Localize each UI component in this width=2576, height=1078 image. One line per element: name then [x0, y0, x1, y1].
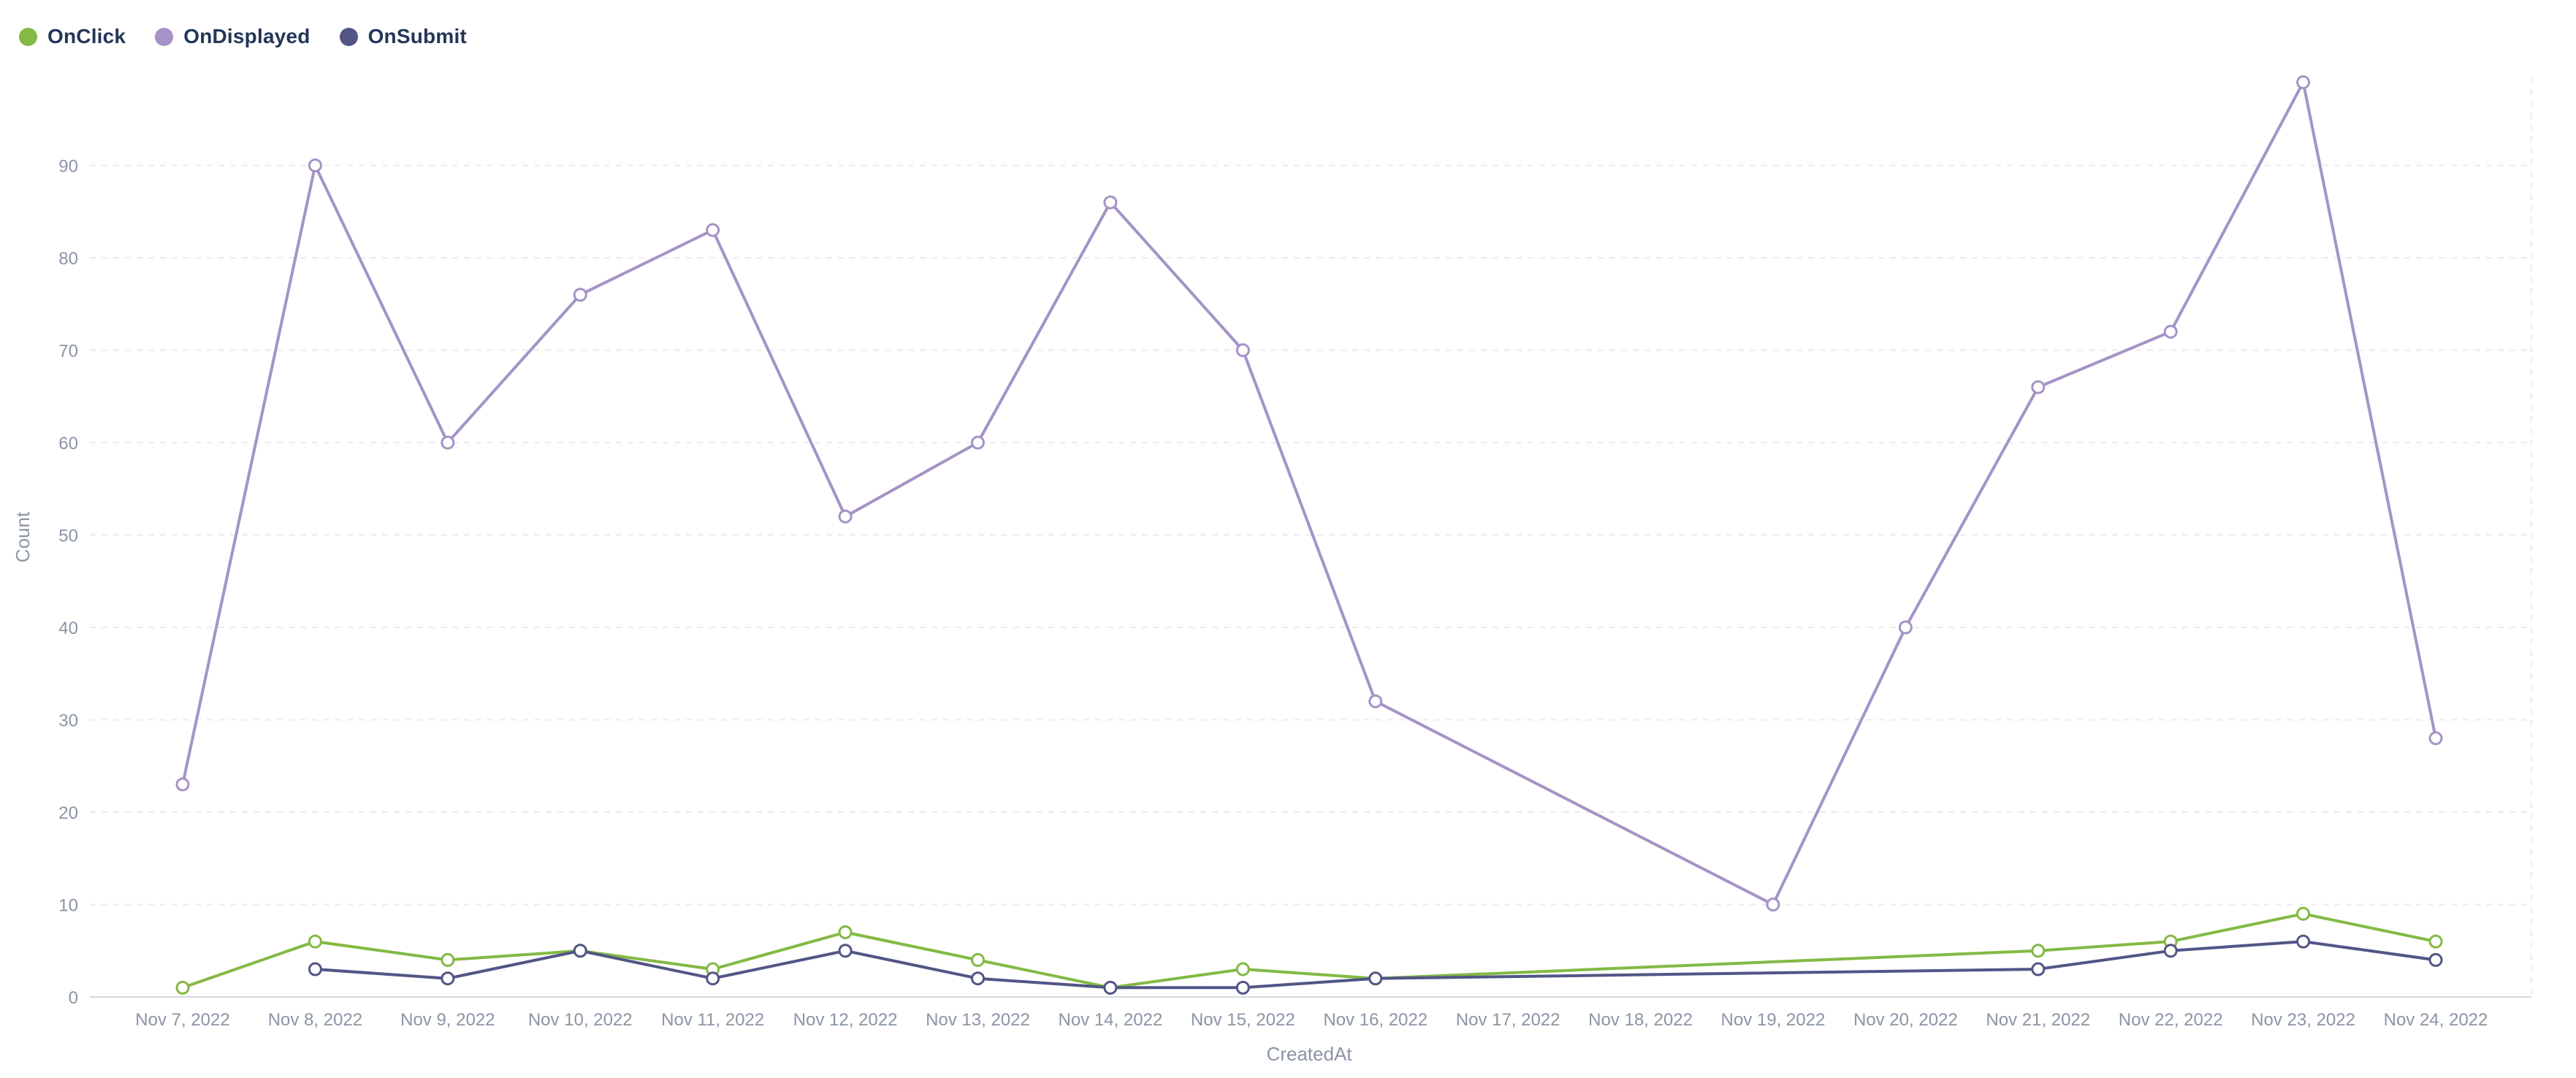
data-point-onsubmit[interactable] [2031, 962, 2046, 976]
data-point-onsubmit[interactable] [706, 971, 720, 986]
y-tick-label: 40 [58, 619, 78, 638]
data-point-ondisplayed[interactable] [838, 509, 853, 524]
data-point-ondisplayed[interactable] [970, 435, 985, 450]
data-point-ondisplayed[interactable] [1103, 195, 1118, 210]
data-point-ondisplayed[interactable] [1766, 898, 1780, 911]
x-tick-label: Nov 8, 2022 [268, 1010, 362, 1030]
y-tick-label: 50 [58, 527, 78, 546]
data-point-onclick[interactable] [2428, 934, 2443, 949]
legend-label-onclick: OnClick [47, 25, 126, 47]
data-point-onclick[interactable] [838, 925, 853, 939]
data-point-onsubmit[interactable] [838, 944, 853, 958]
legend-item-ondisplayed[interactable]: OnDisplayed [155, 25, 310, 48]
y-tick-label: 80 [58, 249, 78, 269]
data-point-onclick[interactable] [441, 952, 455, 967]
data-point-onsubmit[interactable] [573, 944, 587, 958]
x-tick-label: Nov 16, 2022 [1323, 1010, 1428, 1030]
x-tick-label: Nov 23, 2022 [2251, 1010, 2355, 1030]
legend-item-onclick[interactable]: OnClick [19, 25, 126, 48]
x-tick-label: Nov 22, 2022 [2119, 1010, 2223, 1030]
x-tick-label: Nov 7, 2022 [135, 1010, 229, 1030]
x-tick-label: Nov 11, 2022 [661, 1010, 764, 1030]
legend-item-onsubmit[interactable]: OnSubmit [339, 25, 467, 48]
chart-legend: OnClick OnDisplayed OnSubmit [19, 25, 467, 48]
data-point-ondisplayed[interactable] [441, 435, 455, 450]
y-axis-title: Count [12, 511, 34, 562]
x-tick-label: Nov 12, 2022 [793, 1010, 898, 1030]
data-point-onsubmit[interactable] [2296, 934, 2311, 949]
legend-dot-onclick [19, 27, 37, 46]
data-point-onsubmit[interactable] [2163, 944, 2178, 958]
data-point-ondisplayed[interactable] [308, 158, 322, 172]
data-point-ondisplayed[interactable] [2296, 75, 2311, 90]
x-tick-label: Nov 17, 2022 [1456, 1010, 1561, 1030]
data-point-ondisplayed[interactable] [706, 223, 720, 237]
data-point-onsubmit[interactable] [1235, 980, 1250, 995]
x-tick-label: Nov 10, 2022 [528, 1010, 633, 1030]
data-point-onclick[interactable] [1235, 962, 1250, 976]
data-point-onclick[interactable] [2031, 944, 2046, 958]
data-point-onsubmit[interactable] [970, 971, 985, 986]
x-tick-label: Nov 14, 2022 [1058, 1010, 1162, 1030]
x-tick-label: Nov 13, 2022 [926, 1010, 1030, 1030]
y-tick-label: 30 [58, 711, 78, 731]
data-point-onclick[interactable] [308, 934, 322, 949]
x-tick-label: Nov 19, 2022 [1721, 1010, 1826, 1030]
y-tick-label: 0 [69, 988, 78, 1008]
data-point-ondisplayed[interactable] [1898, 620, 1913, 635]
legend-dot-ondisplayed [155, 27, 174, 46]
legend-label-ondisplayed: OnDisplayed [183, 25, 310, 47]
data-point-onclick[interactable] [2296, 906, 2311, 921]
y-tick-label: 20 [58, 803, 78, 823]
data-point-onsubmit[interactable] [308, 962, 322, 976]
data-point-ondisplayed[interactable] [1368, 694, 1383, 708]
data-point-onsubmit[interactable] [441, 971, 455, 986]
x-tick-label: Nov 21, 2022 [1986, 1010, 2090, 1030]
data-point-ondisplayed[interactable] [175, 777, 190, 792]
series-line-onclick [181, 912, 2437, 990]
data-point-onsubmit[interactable] [1103, 980, 1118, 995]
x-tick-label: Nov 24, 2022 [2384, 1010, 2488, 1030]
legend-dot-onsubmit [339, 27, 358, 46]
data-point-ondisplayed[interactable] [1235, 343, 1250, 357]
data-point-ondisplayed[interactable] [573, 288, 587, 302]
y-tick-label: 90 [58, 157, 78, 177]
series-line-ondisplayed [181, 80, 2437, 906]
y-tick-label: 70 [58, 342, 78, 362]
data-point-onclick[interactable] [175, 980, 190, 995]
x-axis-title: CreatedAt [1266, 1043, 1352, 1065]
x-tick-label: Nov 9, 2022 [400, 1010, 495, 1030]
data-point-ondisplayed[interactable] [2031, 380, 2046, 394]
data-point-onsubmit[interactable] [2428, 952, 2443, 967]
y-tick-label: 10 [58, 896, 78, 916]
x-tick-label: Nov 20, 2022 [1853, 1010, 1958, 1030]
data-point-ondisplayed[interactable] [2428, 731, 2443, 746]
x-tick-label: Nov 15, 2022 [1191, 1010, 1295, 1030]
legend-label-onsubmit: OnSubmit [367, 25, 467, 47]
y-tick-label: 60 [58, 434, 78, 454]
data-point-ondisplayed[interactable] [2163, 324, 2178, 339]
data-point-onsubmit[interactable] [1368, 971, 1383, 986]
x-tick-label: Nov 18, 2022 [1588, 1010, 1693, 1030]
data-point-onclick[interactable] [970, 952, 985, 967]
